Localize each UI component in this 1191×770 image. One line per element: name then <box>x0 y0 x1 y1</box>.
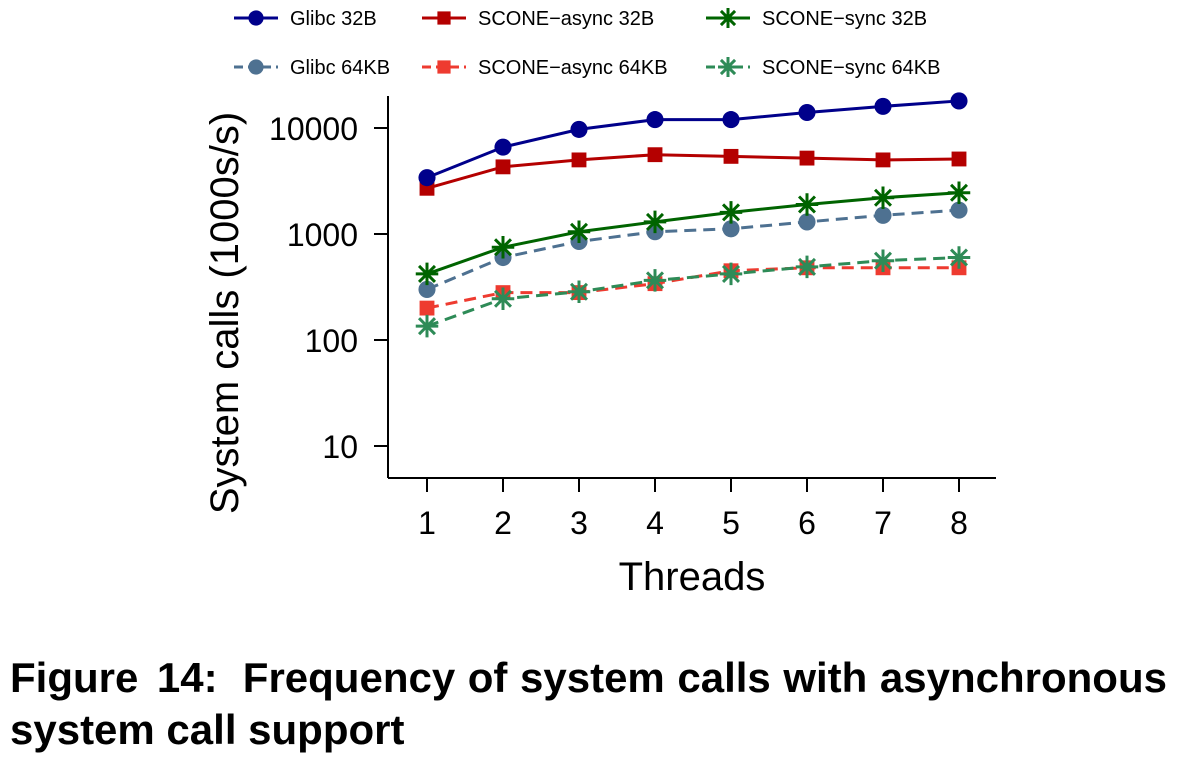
x-tick-label: 2 <box>494 505 512 541</box>
legend-item: SCONE−async 32B <box>422 8 654 30</box>
data-point <box>795 255 819 279</box>
x-tick-label: 7 <box>874 505 892 541</box>
data-point <box>415 262 439 286</box>
legend-item: SCONE−sync 32B <box>706 8 927 30</box>
caption-text: Frequency of system calls with asyn­chro… <box>10 654 1167 753</box>
data-point <box>798 213 816 231</box>
y-tick-label: 10 <box>322 429 358 465</box>
x-axis-label: Threads <box>619 555 766 599</box>
data-point <box>871 186 895 209</box>
data-point <box>567 220 591 244</box>
data-point <box>491 287 515 310</box>
legend-label: SCONE−async 64KB <box>478 57 668 79</box>
data-point <box>643 269 667 292</box>
data-point <box>722 220 740 238</box>
caption-label: Figure 14: <box>10 654 218 701</box>
legend-marker <box>718 57 738 77</box>
line-chart: Glibc 32B SCONE−async 32B SCONE−sync 32B Gl… <box>203 8 996 599</box>
data-point <box>874 206 892 224</box>
series-line <box>426 256 960 328</box>
x-ticks: 1 2 3 4 5 6 7 8 <box>418 478 968 541</box>
data-point <box>570 120 588 138</box>
x-tick-label: 3 <box>570 505 588 541</box>
data-point <box>874 97 892 115</box>
series-2 <box>415 181 971 286</box>
series-5 <box>415 246 971 338</box>
y-tick-label: 100 <box>305 323 358 359</box>
legend: Glibc 32B SCONE−async 32B SCONE−sync 32B Gl… <box>234 8 940 79</box>
legend-marker <box>248 59 264 75</box>
data-point <box>719 262 743 286</box>
series-line <box>426 153 960 190</box>
x-tick-label: 1 <box>418 505 436 541</box>
legend-marker <box>437 11 451 25</box>
data-point <box>719 201 743 224</box>
data-point <box>647 147 663 163</box>
y-axis-label: System calls (1000s/s) <box>203 112 247 514</box>
data-point <box>415 314 439 338</box>
data-point <box>875 152 891 168</box>
y-ticks: 10 100 1000 10000 <box>269 111 388 465</box>
x-tick-label: 4 <box>646 505 664 541</box>
x-tick-label: 6 <box>798 505 816 541</box>
series-0 <box>418 92 968 187</box>
legend-item: SCONE−sync 64KB <box>706 57 940 79</box>
data-point <box>947 181 971 204</box>
data-point <box>643 210 667 234</box>
series-line <box>426 191 960 276</box>
x-tick-label: 5 <box>722 505 740 541</box>
data-point <box>798 103 816 122</box>
series-line <box>426 208 960 291</box>
legend-marker <box>718 8 738 28</box>
axes <box>387 96 996 479</box>
legend-marker <box>248 10 264 26</box>
legend-label: Glibc 64KB <box>290 57 390 79</box>
data-point <box>799 150 815 166</box>
legend-label: SCONE−async 32B <box>478 8 654 30</box>
data-point <box>950 201 968 219</box>
series-line <box>426 99 960 180</box>
data-point <box>571 152 587 168</box>
data-point <box>646 111 664 129</box>
legend-marker <box>437 60 451 74</box>
figure-caption: Figure 14: Frequency of system calls wit… <box>10 652 1167 756</box>
legend-label: Glibc 32B <box>290 8 377 30</box>
data-point <box>947 246 971 269</box>
legend-item: Glibc 64KB <box>234 57 390 79</box>
data-point <box>491 235 515 259</box>
data-point <box>795 193 819 216</box>
data-point <box>950 92 968 110</box>
x-tick-label: 8 <box>950 505 968 541</box>
data-point <box>723 148 739 164</box>
legend-label: SCONE−sync 64KB <box>762 57 940 79</box>
data-point <box>494 138 512 156</box>
series-group <box>415 92 971 338</box>
data-point <box>495 159 511 175</box>
data-point <box>419 300 435 316</box>
y-tick-label: 1000 <box>287 217 358 253</box>
data-point <box>871 249 895 272</box>
legend-item: SCONE−async 64KB <box>422 57 668 79</box>
legend-label: SCONE−sync 32B <box>762 8 927 30</box>
data-point <box>722 111 740 129</box>
data-point <box>951 151 967 167</box>
legend-item: Glibc 32B <box>234 8 377 30</box>
y-tick-label: 10000 <box>269 111 358 147</box>
data-point <box>567 280 591 304</box>
data-point <box>418 169 436 187</box>
data-point <box>418 280 436 298</box>
